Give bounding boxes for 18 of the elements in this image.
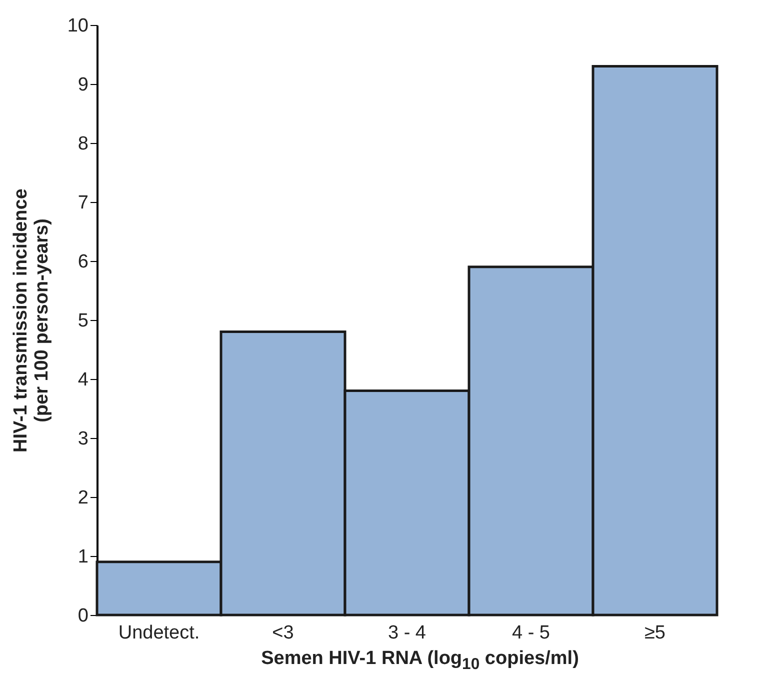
y-tick-label: 8 — [78, 134, 88, 154]
y-tick-label: 3 — [78, 428, 88, 450]
y-tick-label: 0 — [78, 606, 88, 626]
y-tick-label: 6 — [78, 252, 88, 272]
y-tick-label: 9 — [78, 74, 88, 96]
x-tick-label: ≥5 — [644, 622, 666, 644]
y-tick-label: 5 — [78, 310, 88, 332]
y-axis-title: HIV-1 transmission incidence (per 100 person-years) — [10, 188, 52, 452]
x-tick-label: Undetect. — [118, 622, 200, 644]
y-tick-label: 2 — [78, 488, 88, 508]
y-tick-label: 1 — [78, 546, 88, 568]
x-axis-title: Semen HIV-1 RNA (log$_{10}$ copies/ml) — [260, 648, 580, 674]
y-tick-label: 10 — [67, 16, 88, 36]
x-tick-label: 4 - 5 — [512, 622, 550, 644]
x-tick-label: <3 — [272, 622, 294, 644]
x-tick-label: 3 - 4 — [388, 622, 426, 644]
y-tick-label: 7 — [78, 192, 88, 214]
y-tick-label: 4 — [78, 370, 89, 390]
